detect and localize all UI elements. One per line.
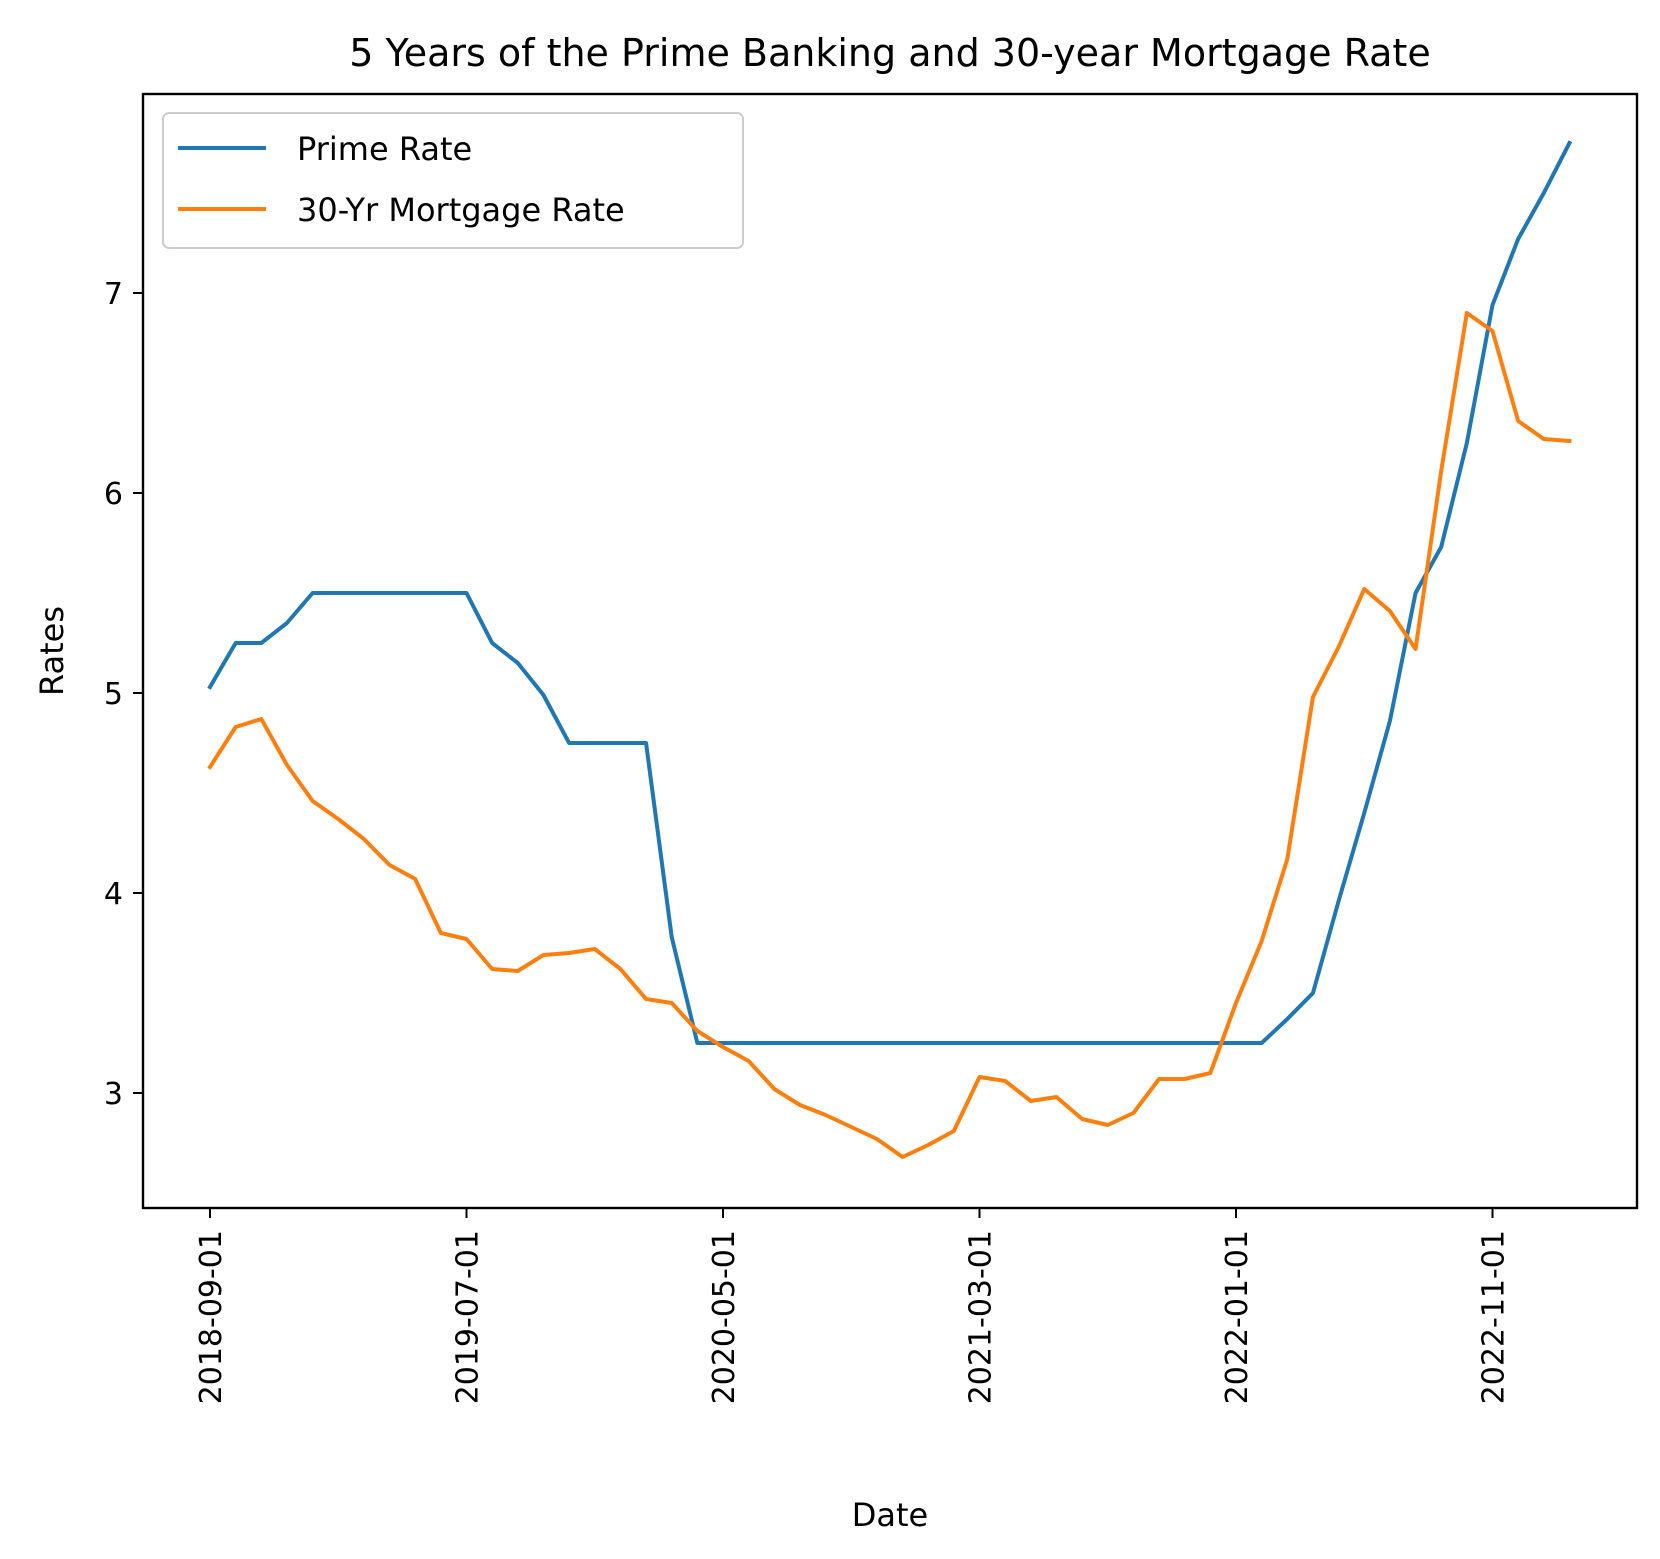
x-tick-label: 2019-07-01 bbox=[451, 1230, 486, 1404]
y-axis: 3 4 5 6 7 bbox=[104, 277, 143, 1112]
y-tick-label: 7 bbox=[104, 277, 123, 312]
series-line-30-yr-mortgage-rate bbox=[207, 311, 1572, 1159]
y-tick-label: 6 bbox=[104, 477, 123, 512]
legend-label-mortgage-rate: 30-Yr Mortgage Rate bbox=[297, 191, 625, 229]
x-axis: 2018-09-01 2019-07-01 2020-05-01 2021-03-01… bbox=[194, 1208, 1512, 1404]
series-layer bbox=[207, 140, 1573, 1159]
x-tick-label: 2018-09-01 bbox=[194, 1230, 229, 1404]
legend-label-prime-rate: Prime Rate bbox=[297, 130, 472, 168]
y-axis-title: Rates bbox=[33, 606, 71, 696]
x-tick-label: 2022-11-01 bbox=[1477, 1230, 1512, 1404]
plot-frame bbox=[141, 92, 1639, 1210]
x-tick-label: 2020-05-01 bbox=[707, 1230, 742, 1404]
y-tick-label: 4 bbox=[104, 877, 123, 912]
y-tick-label: 5 bbox=[104, 677, 123, 712]
y-tick-label: 3 bbox=[104, 1077, 123, 1112]
series-line-prime-rate bbox=[207, 140, 1573, 1045]
chart-title: 5 Years of the Prime Banking and 30-year… bbox=[349, 31, 1430, 75]
x-tick-label: 2021-03-01 bbox=[964, 1230, 999, 1404]
legend: Prime Rate 30-Yr Mortgage Rate bbox=[162, 112, 744, 249]
x-tick-label: 2022-01-01 bbox=[1220, 1230, 1255, 1404]
legend-box bbox=[162, 112, 744, 249]
x-axis-title: Date bbox=[852, 1496, 928, 1534]
